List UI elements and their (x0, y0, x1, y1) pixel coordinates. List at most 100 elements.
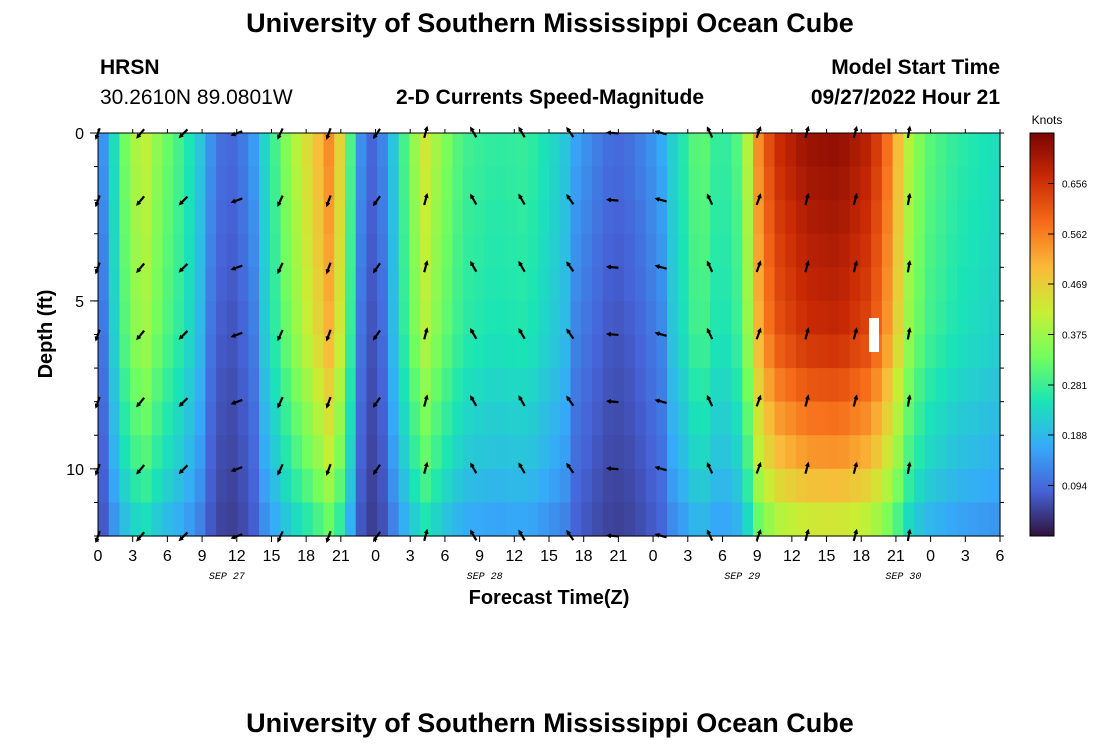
heatmap-cell (130, 166, 142, 201)
heatmap-cell (194, 166, 206, 201)
heatmap-cell (194, 401, 206, 436)
heatmap-cell (881, 502, 894, 537)
heatmap-cell (742, 267, 754, 302)
heatmap-cell (806, 502, 819, 537)
heatmap-cell (344, 502, 357, 537)
heatmap-cell (634, 502, 647, 537)
heatmap-cell (312, 200, 325, 235)
heatmap-cell (892, 166, 904, 201)
heatmap-cell (591, 334, 604, 369)
heatmap-cell (516, 300, 529, 336)
heatmap-cell (710, 401, 722, 436)
heatmap-cell (162, 300, 174, 336)
heatmap-cell (409, 334, 421, 369)
heatmap-cell (130, 468, 142, 504)
heatmap-cell (420, 200, 432, 235)
heatmap-cell (774, 468, 786, 504)
heatmap-cell (291, 401, 303, 436)
heatmap-cell (753, 233, 765, 268)
heatmap-cell (205, 468, 217, 504)
heatmap-cell (151, 435, 164, 470)
heatmap-cell (849, 267, 862, 302)
heatmap-cell (495, 300, 507, 336)
heatmap-cell (259, 368, 271, 403)
heatmap-cell (688, 200, 700, 235)
heatmap-cell (237, 401, 249, 436)
heatmap-cell (151, 267, 164, 302)
heatmap-cell (473, 468, 486, 504)
heatmap-cell (194, 502, 206, 537)
heatmap-cell (409, 368, 421, 403)
heatmap-cell (463, 233, 475, 268)
heatmap-cell (892, 502, 904, 537)
heatmap-cell (591, 133, 604, 168)
heatmap-cell (527, 267, 539, 302)
heatmap-cell (269, 401, 282, 436)
heatmap-cell (860, 468, 872, 504)
heatmap-cell (785, 166, 797, 201)
heatmap-cell (484, 435, 496, 470)
heatmap-cell (323, 368, 335, 403)
heatmap-cell (677, 435, 690, 470)
heatmap-cell (838, 300, 851, 336)
heatmap-cell (291, 300, 303, 336)
heatmap-cell (860, 401, 872, 436)
heatmap-cell (237, 166, 249, 201)
heatmap-cell (838, 133, 851, 168)
heatmap-cell (699, 267, 711, 302)
heatmap-cell (946, 435, 958, 470)
heatmap-cell (667, 300, 679, 336)
heatmap-cell (591, 468, 604, 504)
heatmap-cell (516, 133, 529, 168)
heatmap-cell (194, 468, 206, 504)
heatmap-cell (677, 233, 690, 268)
heatmap-cell (806, 368, 819, 403)
current-vector-arrow (470, 462, 478, 474)
heatmap-cell (108, 468, 121, 504)
heatmap-cell (656, 300, 668, 336)
heatmap-cell (935, 468, 947, 504)
heatmap-cell (710, 166, 722, 201)
heatmap-cell (881, 300, 894, 336)
heatmap-cell (430, 334, 443, 369)
heatmap-cell (828, 267, 840, 302)
heatmap-cell (946, 300, 958, 336)
heatmap-cell (549, 200, 561, 235)
heatmap-cell (355, 401, 368, 436)
heatmap-cell (817, 166, 829, 201)
heatmap-cell (291, 368, 303, 403)
current-vector-arrow (423, 192, 429, 206)
heatmap-cell (871, 368, 883, 403)
heatmap-cell (871, 133, 883, 168)
heatmap-cell (516, 200, 529, 235)
x-tick-label: 0 (94, 548, 103, 565)
x-tick-label: 12 (505, 548, 523, 565)
heatmap-cell (248, 502, 260, 537)
heatmap-cell (860, 300, 872, 336)
heatmap-cell (205, 401, 217, 436)
heatmap-cell (280, 368, 292, 403)
heatmap-cell (946, 334, 958, 369)
x-tick-label: 3 (683, 548, 692, 565)
heatmap-cell (731, 435, 743, 470)
heatmap-cell (194, 300, 206, 336)
heatmap-cell (581, 334, 593, 369)
heatmap-cell (398, 435, 411, 470)
heatmap-cell (688, 401, 700, 436)
heatmap-cell (774, 133, 786, 168)
heatmap-cell (710, 233, 722, 268)
current-vector-arrow (605, 264, 619, 270)
heatmap-cell (108, 334, 121, 369)
heatmap-cell (538, 200, 550, 235)
heatmap-cell (237, 468, 249, 504)
heatmap-cell (978, 401, 990, 436)
current-vector-arrow (654, 465, 667, 472)
heatmap-cell (366, 435, 378, 470)
heatmap-cell (656, 435, 668, 470)
heatmap-cell (914, 502, 926, 537)
heatmap-cell (688, 300, 700, 336)
heatmap-cell (194, 200, 206, 235)
heatmap-cell (828, 166, 840, 201)
heatmap-cell (162, 133, 174, 168)
current-vector-arrow (852, 260, 859, 273)
